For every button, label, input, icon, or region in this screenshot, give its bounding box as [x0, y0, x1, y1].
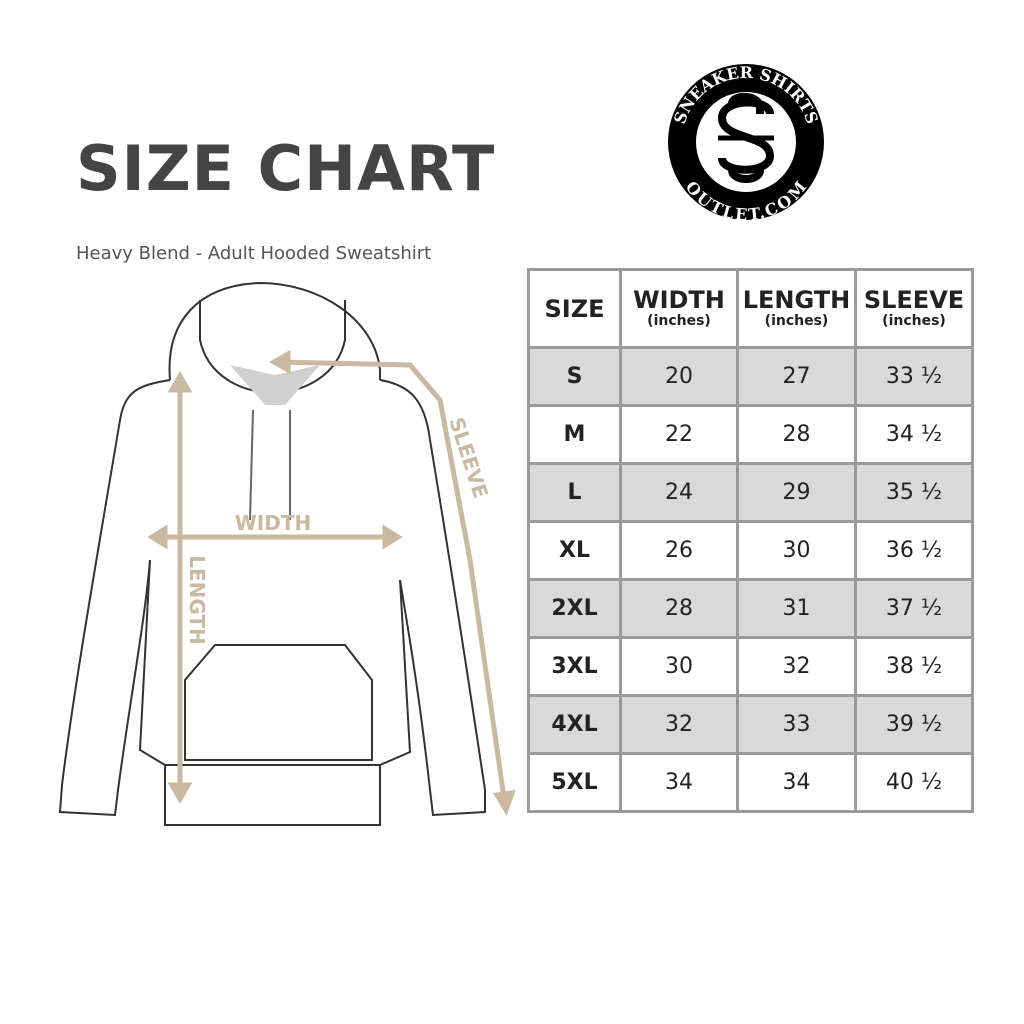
length-cell: 33: [736, 694, 857, 755]
length-label: LENGTH: [185, 555, 209, 645]
column-label: WIDTH: [633, 285, 725, 314]
width-cell: 34: [619, 752, 739, 813]
table-row: 5XL 34 34 40 ½: [527, 752, 974, 813]
sleeve-cell: 40 ½: [854, 752, 974, 813]
width-cell: 30: [619, 636, 739, 697]
width-cell: 24: [619, 462, 739, 523]
sleeve-cell: 34 ½: [854, 404, 974, 465]
width-cell: 28: [619, 578, 739, 639]
sleeve-cell: 38 ½: [854, 636, 974, 697]
width-cell: 32: [619, 694, 739, 755]
column-unit: (inches): [882, 312, 946, 329]
size-cell: 3XL: [527, 636, 622, 697]
monogram-icon: [717, 93, 775, 183]
table-row: L 24 29 35 ½: [527, 462, 974, 523]
size-cell: S: [527, 346, 622, 407]
size-cell: XL: [527, 520, 622, 581]
sleeve-cell: 33 ½: [854, 346, 974, 407]
hoodie-diagram: WIDTH LENGTH SLEEVE: [58, 281, 516, 826]
table-row: XL 26 30 36 ½: [527, 520, 974, 581]
table-row: 3XL 30 32 38 ½: [527, 636, 974, 697]
product-subtitle: Heavy Blend - Adult Hooded Sweatshirt: [76, 243, 432, 264]
brand-logo: SNEAKER SHIRTS OUTLET.COM: [668, 63, 824, 222]
table-row: S 20 27 33 ½: [527, 346, 974, 407]
length-cell: 30: [736, 520, 857, 581]
length-cell: 27: [736, 346, 857, 407]
column-label: SIZE: [544, 294, 605, 323]
column-header-width: WIDTH (inches): [619, 268, 739, 349]
length-cell: 28: [736, 404, 857, 465]
size-cell: M: [527, 404, 622, 465]
length-cell: 31: [736, 578, 857, 639]
column-header-length: LENGTH (inches): [736, 268, 857, 349]
table-row: M 22 28 34 ½: [527, 404, 974, 465]
table-row: 4XL 32 33 39 ½: [527, 694, 974, 755]
page-title: SIZE CHART: [76, 132, 496, 205]
column-unit: (inches): [764, 312, 829, 329]
width-cell: 20: [619, 346, 739, 407]
table-row: 2XL 28 31 37 ½: [527, 578, 974, 639]
column-label: SLEEVE: [863, 285, 965, 314]
sleeve-cell: 36 ½: [854, 520, 974, 581]
size-cell: 2XL: [527, 578, 622, 639]
size-cell: 4XL: [527, 694, 622, 755]
column-header-size: SIZE: [527, 268, 622, 349]
length-cell: 34: [736, 752, 857, 813]
size-cell: L: [527, 462, 622, 523]
sleeve-cell: 39 ½: [854, 694, 974, 755]
size-cell: 5XL: [527, 752, 622, 813]
sleeve-cell: 37 ½: [854, 578, 974, 639]
column-unit: (inches): [647, 312, 711, 329]
length-cell: 29: [736, 462, 857, 523]
table-header-row: SIZE WIDTH (inches) LENGTH (inches) SLEEVE…: [527, 268, 974, 349]
length-cell: 32: [736, 636, 857, 697]
width-cell: 26: [619, 520, 739, 581]
column-label: LENGTH: [742, 285, 851, 314]
width-cell: 22: [619, 404, 739, 465]
sleeve-cell: 35 ½: [854, 462, 974, 523]
size-table: SIZE WIDTH (inches) LENGTH (inches) SLEEVE…: [527, 268, 974, 813]
width-label: WIDTH: [235, 511, 311, 535]
column-header-sleeve: SLEEVE (inches): [854, 268, 974, 349]
